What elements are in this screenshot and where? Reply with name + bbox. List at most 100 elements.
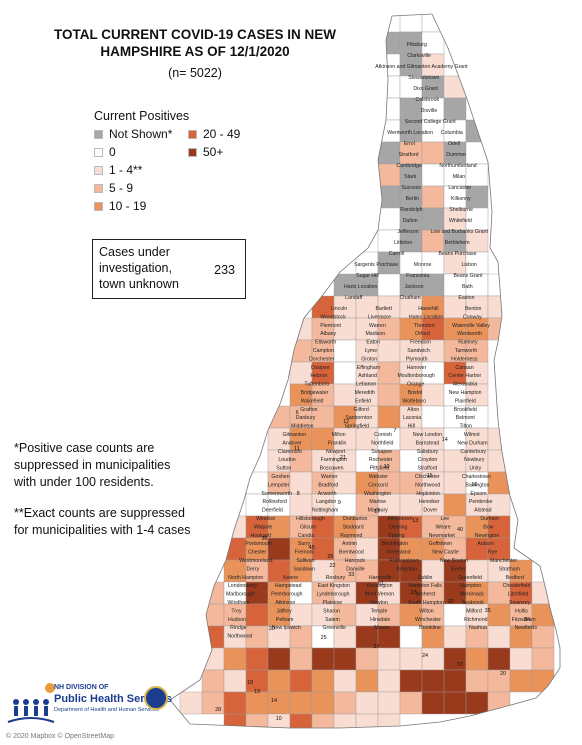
town-area — [509, 669, 533, 693]
town-label: Harrisville — [369, 575, 392, 581]
town-area — [465, 647, 489, 671]
case-total: (n= 5022) — [168, 66, 222, 80]
case-count-label: 10 — [276, 716, 282, 722]
town-area — [377, 273, 401, 297]
town-area — [333, 669, 357, 693]
town-label: Seabrook — [462, 600, 485, 606]
map-title: TOTAL CURRENT COVID-19 CASES IN NEW HAMP… — [30, 26, 360, 60]
town-area — [267, 647, 291, 671]
town-label: Cambridge — [396, 163, 421, 169]
town-label: Candia — [298, 533, 315, 539]
map-credit: © 2020 Mapbox © OpenStreetMap — [6, 733, 114, 740]
case-count-label: 24 — [422, 653, 428, 659]
town-area — [355, 691, 379, 715]
town-area — [289, 691, 313, 715]
town-label: Berlin — [406, 196, 419, 202]
case-count-label: 9 — [338, 500, 341, 506]
town-label: Peterborough — [271, 592, 303, 598]
suppression-note-2: **Exact counts are suppressed for munici… — [14, 505, 190, 539]
town-label: Stratford — [399, 152, 419, 158]
town-area — [333, 713, 357, 728]
legend-title: Current Positives — [94, 109, 190, 123]
town-label: Madbury — [368, 508, 389, 514]
town-label: Barrington — [465, 482, 489, 488]
town-label: Middleton — [291, 424, 314, 430]
town-label: Chatham — [400, 295, 421, 301]
town-label: Dixs Grant — [413, 86, 438, 92]
case-count-label: 23 — [411, 590, 417, 596]
legend-item-50-plus: 50+ — [188, 145, 223, 159]
town-label: Northfield — [371, 440, 393, 446]
town-label: Swanzey — [509, 600, 530, 606]
town-label: Wakefield — [301, 398, 324, 404]
town-area — [245, 713, 269, 728]
town-area — [245, 603, 269, 627]
town-label: Stewartstown — [408, 75, 439, 81]
town-label: Conway — [463, 314, 482, 320]
town-label: Webster — [369, 474, 388, 480]
town-label: Danville — [346, 566, 365, 572]
case-count-label: 27 — [373, 644, 379, 650]
town-label: Chichester — [415, 474, 440, 480]
town-area — [443, 669, 467, 693]
town-label: Hancock — [345, 558, 366, 564]
town-label: Waterville Valley — [452, 323, 490, 329]
town-area — [311, 713, 335, 728]
town-label: Auburn — [477, 541, 494, 547]
legend-item-10-19: 10 - 19 — [94, 199, 146, 213]
case-count-label: 15 — [427, 473, 433, 479]
town-area — [421, 405, 445, 429]
town-label: Stratham — [499, 566, 520, 572]
town-label: Durham — [480, 516, 498, 522]
town-area — [377, 383, 401, 407]
town-label: Tilton — [459, 424, 472, 430]
town-area — [311, 691, 335, 715]
case-count-label: 35 — [485, 608, 491, 614]
town-area — [377, 75, 401, 99]
town-label: Brookline — [419, 625, 441, 631]
case-count-label: 13 — [412, 518, 418, 524]
town-area — [443, 603, 467, 627]
town-label: Kingston — [397, 566, 417, 572]
town-label: Gilmanton — [282, 432, 306, 438]
town-label: Fremont — [295, 550, 315, 556]
town-label: Northwood — [415, 482, 440, 488]
case-count-label: 10 — [383, 464, 389, 470]
town-area — [509, 647, 533, 671]
town-area — [223, 647, 247, 671]
note-1-line-3: with under 100 residents. — [14, 475, 154, 489]
legend-item-5-9: 5 - 9 — [94, 181, 133, 195]
town-label: Groton — [361, 356, 377, 362]
case-count-label: 16 — [471, 482, 477, 488]
town-area — [531, 669, 555, 693]
town-label: Belmont — [456, 415, 476, 421]
town-area — [355, 669, 379, 693]
town-area — [399, 669, 423, 693]
town-label: Shelburne — [449, 207, 473, 213]
town-label: Hampstead — [275, 583, 302, 589]
town-label: Exeter — [451, 566, 466, 572]
town-area — [223, 713, 247, 728]
town-label: Gilsum — [300, 524, 316, 530]
town-label: Unity — [469, 466, 481, 472]
town-label: Newfields — [515, 625, 538, 631]
legend-label: 1 - 4** — [109, 163, 143, 177]
town-label: Brentwood — [339, 550, 364, 556]
legend-item-not-shown: Not Shown* — [94, 127, 172, 141]
town-label: Jefferson — [397, 229, 418, 235]
town-label: Franconia — [406, 273, 429, 279]
town-label: Newbury — [464, 457, 485, 463]
case-count-label: 36 — [261, 536, 267, 542]
town-label: Dixville — [421, 108, 438, 114]
town-label: Effingham — [357, 365, 380, 371]
town-label: Springfield — [345, 424, 370, 430]
town-label: Campton — [313, 348, 334, 354]
case-count-label: 17 — [374, 509, 380, 515]
town-label: Colebrook — [415, 97, 439, 103]
town-area — [487, 427, 511, 451]
town-area — [487, 471, 511, 495]
town-label: Beans Purchase — [438, 251, 476, 257]
town-label: Sandown — [293, 566, 315, 572]
town-label: Deering — [389, 524, 407, 530]
